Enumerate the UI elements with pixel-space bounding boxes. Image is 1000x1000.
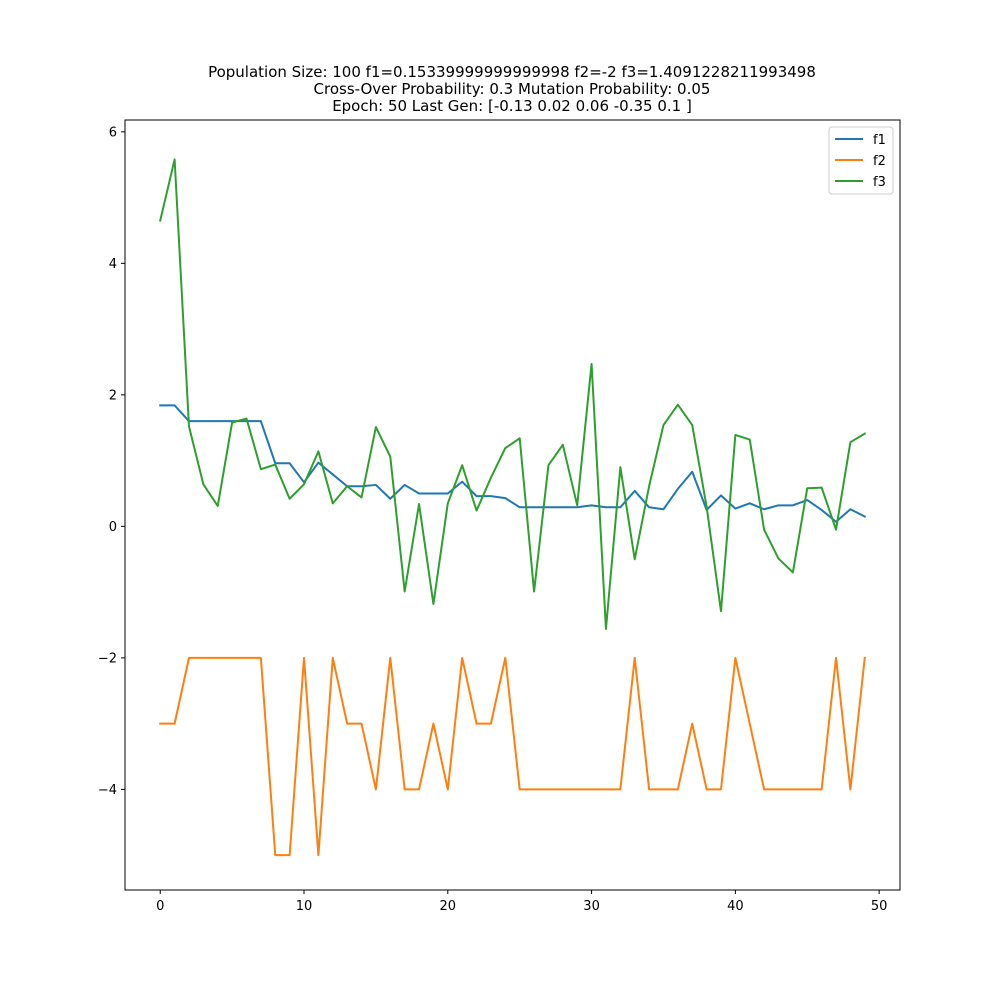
y-tick-label: −4 xyxy=(98,783,117,798)
x-tick-label: 30 xyxy=(583,899,600,914)
chart-title-line-2: Cross-Over Probability: 0.3 Mutation Pro… xyxy=(314,80,711,98)
series-line-f3 xyxy=(159,158,867,630)
y-axis: 6 4 2 0 −2 −4 xyxy=(98,125,125,798)
x-tick-label: 10 xyxy=(296,899,313,914)
series-layer xyxy=(159,158,867,857)
legend: f1 f2 f3 xyxy=(828,126,894,195)
y-tick-label: 6 xyxy=(109,125,117,140)
y-tick-label: 4 xyxy=(109,257,117,272)
series-line-f1 xyxy=(159,404,867,523)
y-tick-label: 0 xyxy=(109,520,117,535)
chart-title-line-3: Epoch: 50 Last Gen: [-0.13 0.02 0.06 -0.… xyxy=(332,97,692,115)
x-axis: 0 10 20 30 40 50 xyxy=(156,890,887,914)
legend-label-f3: f3 xyxy=(873,175,886,190)
chart-title-line-1: Population Size: 100 f1=0.15339999999999… xyxy=(208,63,816,81)
legend-label-f1: f1 xyxy=(873,133,886,148)
x-tick-label: 40 xyxy=(727,899,744,914)
x-tick-label: 50 xyxy=(871,899,888,914)
series-line-f2 xyxy=(159,656,866,857)
y-tick-label: −2 xyxy=(98,651,117,666)
plot-area-frame xyxy=(124,119,901,891)
x-tick-label: 20 xyxy=(440,899,457,914)
y-tick-label: 2 xyxy=(109,388,117,403)
legend-label-f2: f2 xyxy=(873,154,886,169)
chart-title: Population Size: 100 f1=0.15339999999999… xyxy=(208,63,816,115)
x-tick-label: 0 xyxy=(156,899,164,914)
